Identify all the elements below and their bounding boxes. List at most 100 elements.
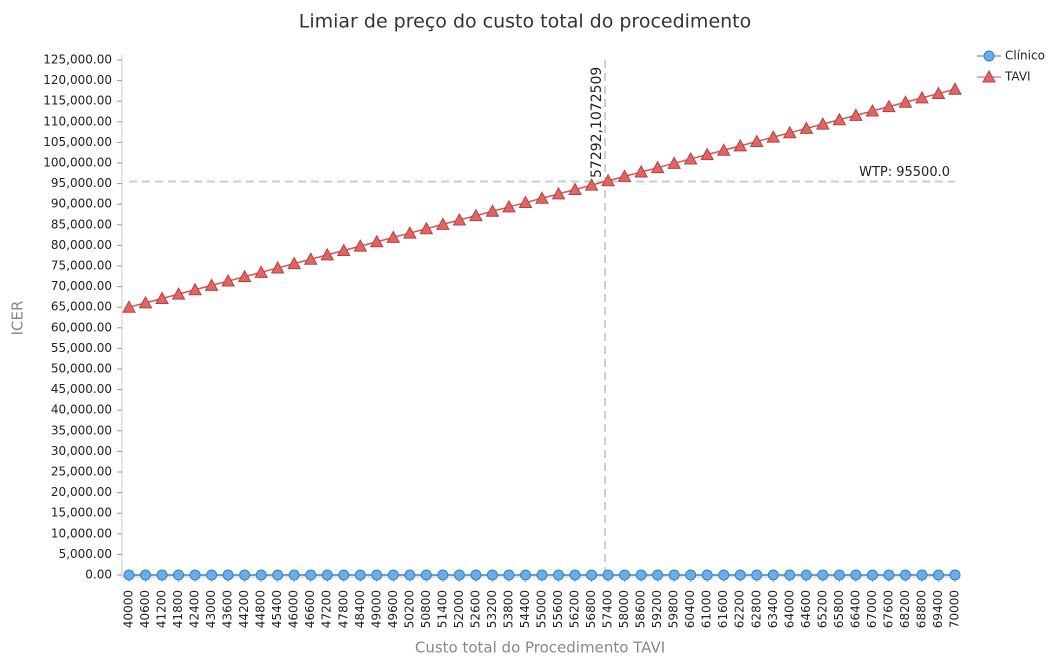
x-tick-label: 52000 — [452, 590, 466, 628]
point — [931, 86, 946, 100]
legend-marker — [983, 50, 995, 62]
x-tick-label: 68800 — [914, 590, 928, 628]
point — [849, 108, 863, 121]
x-tick-label: 56200 — [568, 590, 582, 628]
point — [784, 569, 796, 581]
x-tick-label: 47800 — [336, 590, 350, 628]
point — [138, 295, 153, 309]
legend-label: Clínico — [1005, 49, 1045, 63]
point — [140, 569, 152, 581]
point — [518, 195, 533, 209]
point — [716, 143, 731, 156]
point — [387, 569, 399, 581]
point — [617, 169, 632, 182]
x-tick-label: 42400 — [188, 590, 202, 628]
x-tick-label: 50200 — [402, 590, 416, 628]
point — [122, 300, 136, 313]
x-tick-label: 53200 — [485, 590, 499, 628]
point — [206, 569, 218, 581]
x-tick-label: 41800 — [171, 590, 185, 628]
point — [536, 569, 548, 581]
x-tick-label: 63400 — [766, 590, 780, 628]
point — [782, 125, 797, 139]
point — [898, 95, 913, 108]
point — [915, 90, 929, 104]
x-tick-label: 59800 — [667, 590, 681, 628]
point — [272, 569, 284, 581]
point — [371, 569, 383, 581]
point — [948, 82, 962, 95]
point — [419, 221, 434, 235]
point — [619, 569, 631, 581]
point — [420, 569, 432, 581]
point — [652, 569, 664, 581]
point — [601, 173, 615, 187]
point — [287, 256, 302, 270]
x-tick-label: 45400 — [270, 590, 284, 628]
point — [156, 569, 168, 581]
y-tick-label: 5,000.00 — [59, 547, 112, 561]
x-tick-label: 57400 — [601, 590, 615, 628]
y-tick-label: 85,000.00 — [51, 217, 112, 231]
x-tick-label: 41200 — [155, 590, 169, 628]
point — [899, 569, 911, 581]
x-axis-title: Custo total do Procedimento TAVI — [415, 639, 665, 657]
point — [254, 265, 269, 278]
point — [700, 147, 715, 161]
y-tick-label: 90,000.00 — [51, 197, 112, 211]
x-tick-label: 68200 — [898, 590, 912, 628]
point — [602, 569, 614, 581]
point — [222, 569, 234, 581]
x-tick-label: 49600 — [386, 590, 400, 628]
x-tick-label: 40600 — [138, 590, 152, 628]
y-tick-label: 45,000.00 — [51, 382, 112, 396]
point — [519, 569, 531, 581]
x-tick-label: 40000 — [122, 590, 136, 628]
x-tick-label: 67000 — [865, 590, 879, 628]
y-tick-label: 60,000.00 — [51, 320, 112, 334]
point — [123, 569, 135, 581]
point — [354, 569, 366, 581]
point — [173, 569, 185, 581]
point — [386, 230, 401, 243]
point — [635, 569, 647, 581]
point — [866, 569, 878, 581]
point — [171, 287, 186, 300]
point — [718, 569, 730, 581]
y-tick-label: 110,000.00 — [43, 114, 112, 128]
y-tick-label: 10,000.00 — [51, 526, 112, 540]
x-tick-label: 55000 — [535, 590, 549, 628]
x-tick-label: 53800 — [501, 590, 515, 628]
y-tick-label: 55,000.00 — [51, 341, 112, 355]
point — [734, 569, 746, 581]
x-tick-label: 48400 — [353, 590, 367, 628]
point — [221, 273, 235, 287]
point — [751, 569, 763, 581]
x-tick-label: 43600 — [221, 590, 235, 628]
point — [799, 121, 814, 134]
point — [503, 569, 515, 581]
point — [815, 117, 830, 130]
point — [336, 243, 351, 257]
x-tick-label: 46000 — [287, 590, 301, 628]
y-tick-label: 80,000.00 — [51, 238, 112, 252]
point — [569, 569, 581, 581]
x-tick-label: 62200 — [733, 590, 747, 628]
point — [568, 182, 582, 195]
point — [668, 569, 680, 581]
x-tick-label: 49000 — [369, 590, 383, 628]
x-tick-label: 60400 — [683, 590, 697, 628]
legend-marker — [982, 69, 996, 83]
x-tick-label: 44800 — [254, 590, 268, 628]
threshold-label: 57292,1072509 — [589, 67, 605, 178]
y-tick-label: 125,000.00 — [43, 53, 112, 67]
x-tick-label: 47200 — [320, 590, 334, 628]
x-tick-label: 59200 — [650, 590, 664, 628]
point — [436, 217, 450, 230]
point — [634, 164, 648, 178]
point — [683, 151, 698, 165]
chart-title: Limiar de preço do custo total do proced… — [299, 11, 752, 33]
y-axis-title: ICER — [9, 301, 27, 336]
x-tick-label: 66400 — [848, 590, 862, 628]
point — [832, 112, 847, 126]
